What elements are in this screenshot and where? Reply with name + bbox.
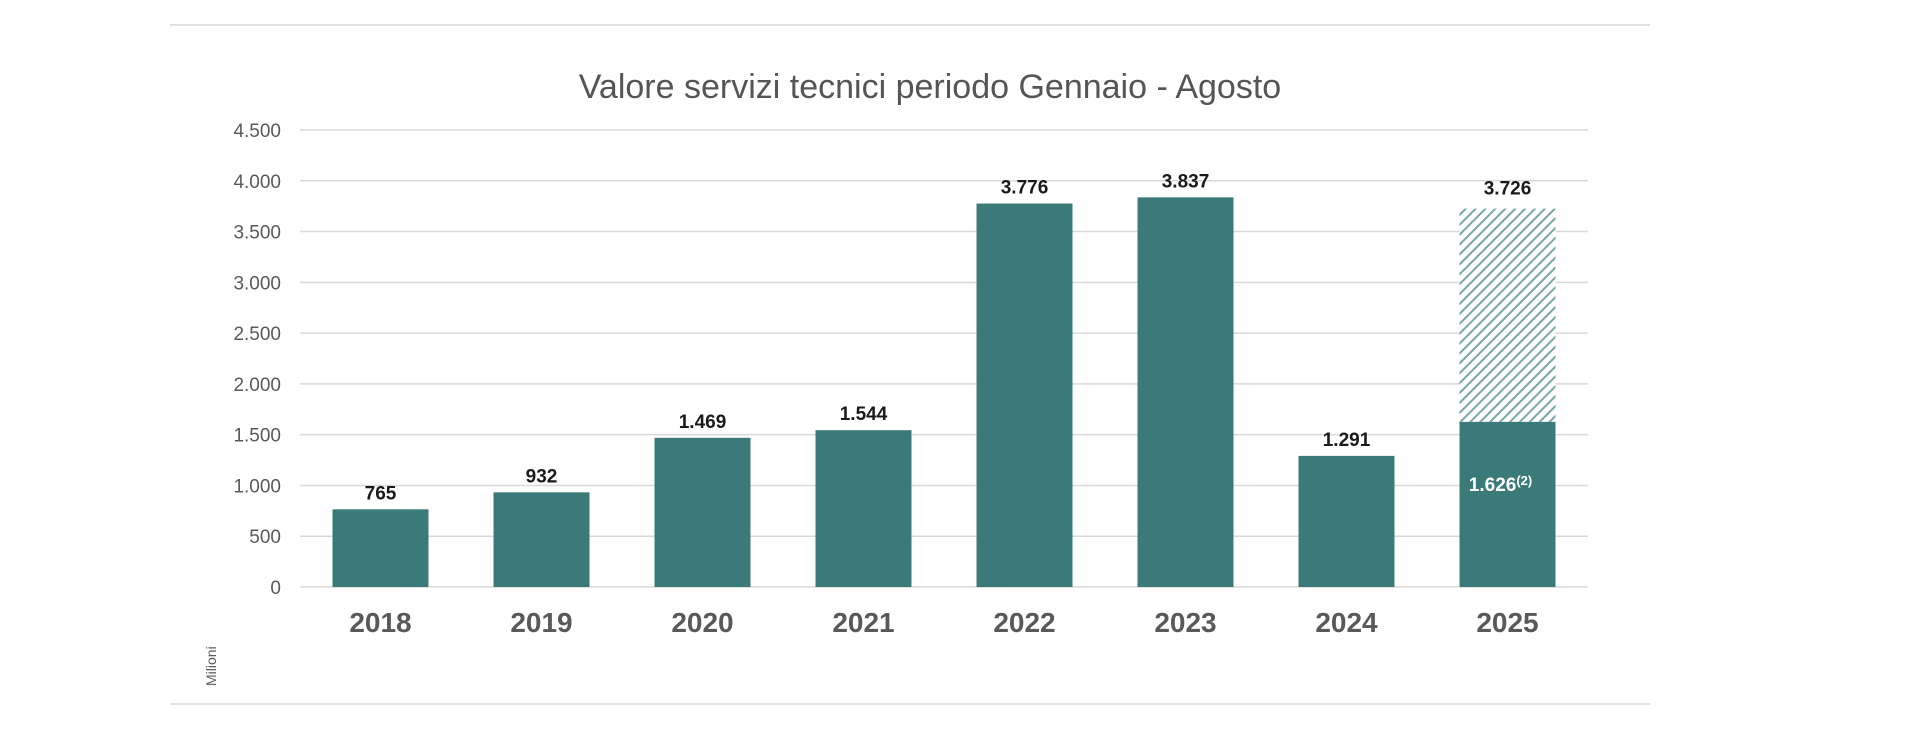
bar-2018 [332, 509, 429, 587]
x-tick-label-2019: 2019 [510, 607, 572, 638]
bar-2023 [1137, 197, 1234, 587]
x-tick-label-2021: 2021 [832, 607, 894, 638]
x-tick-label-2020: 2020 [671, 607, 733, 638]
x-tick-label-2018: 2018 [349, 607, 411, 638]
projection-value-label: 3.726 [1484, 179, 1532, 200]
footnote-marker: (2) [1516, 473, 1532, 488]
bar-2022 [976, 203, 1073, 587]
y-axis-unit-label: Milioni [203, 646, 219, 686]
y-tick-label: 0 [270, 578, 281, 599]
y-tick-label: 3.500 [233, 223, 281, 244]
y-tick-label: 1.000 [233, 476, 281, 497]
x-tick-label-2024: 2024 [1315, 607, 1378, 638]
projection-bar-2025 [1459, 208, 1556, 422]
y-tick-label: 2.000 [233, 375, 281, 396]
bar-2021 [815, 430, 912, 587]
y-tick-label: 4.500 [233, 121, 281, 142]
bar-2020 [654, 437, 751, 587]
bar-2019 [493, 492, 590, 587]
x-tick-label-2025: 2025 [1476, 607, 1538, 638]
x-axis-ticks: 2018 2019 2020 2021 2022 2023 2024 2025 [349, 607, 1538, 638]
y-tick-label: 4.000 [233, 172, 281, 193]
y-axis-ticks: 0 500 1.000 1.500 2.000 2.500 3.000 3.500 4.000 4… [233, 121, 281, 599]
bar-value-label-2020: 1.469 [679, 412, 727, 433]
bar-2024 [1298, 455, 1395, 587]
bar-value-label-2018: 765 [365, 483, 397, 504]
bar-2025 [1459, 421, 1556, 587]
bars [332, 197, 1556, 587]
bar-value-label-2022: 3.776 [1001, 178, 1049, 199]
x-tick-label-2023: 2023 [1154, 607, 1216, 638]
bar-value-label-2019: 932 [526, 466, 558, 487]
bar-value-label-2021: 1.544 [840, 404, 888, 425]
y-tick-label: 3.000 [233, 273, 281, 294]
x-tick-label-2022: 2022 [993, 607, 1055, 638]
y-tick-label: 500 [249, 527, 281, 548]
chart-title: Valore servizi tecnici periodo Gennaio -… [579, 68, 1281, 106]
gridlines [300, 129, 1588, 588]
bar-value-label-2023: 3.837 [1162, 171, 1210, 192]
y-tick-label: 1.500 [233, 426, 281, 447]
bar-value-label-2024: 1.291 [1323, 430, 1371, 451]
y-tick-label: 2.500 [233, 324, 281, 345]
